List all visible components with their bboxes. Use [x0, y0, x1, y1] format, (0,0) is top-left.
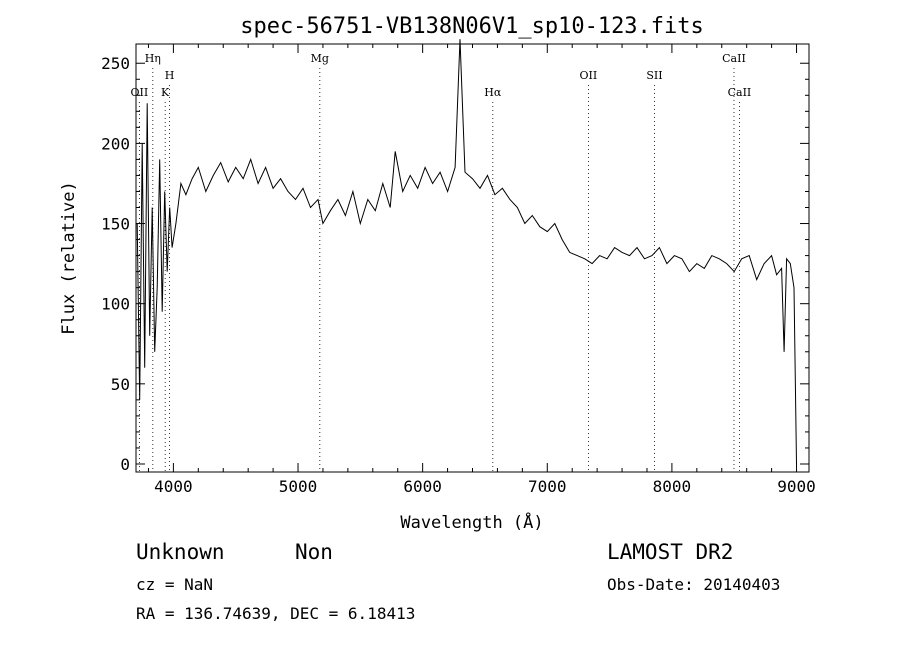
- redshift-text: cz = NaN: [136, 575, 214, 594]
- line-marker-labels: OII Hη HK Mg Hα OII SII CaII CaII: [131, 52, 752, 99]
- x-tick-label: 5000: [279, 477, 318, 496]
- obs-date-text: Obs-Date: 20140403: [607, 575, 781, 594]
- line-marker-label: Mg: [311, 52, 329, 65]
- line-marker-label: Hα: [484, 86, 502, 99]
- x-tick-label: 6000: [403, 477, 442, 496]
- line-marker-label: H: [165, 69, 175, 82]
- object-class: Unknown: [136, 540, 225, 564]
- y-tick-label: 50: [111, 375, 130, 394]
- line-marker-label: SII: [646, 69, 662, 82]
- spectrum-series: [136, 39, 797, 465]
- x-tick-label: 7000: [528, 477, 567, 496]
- line-marker-label: CaII: [728, 86, 752, 99]
- y-axis-ticks: 0 50 100 150 200 250: [101, 54, 809, 474]
- line-marker-label: OII: [131, 86, 149, 99]
- x-axis-ticks: 4000 5000 6000 7000 8000 9000: [147, 44, 816, 496]
- line-marker-label: OII: [580, 69, 598, 82]
- x-tick-label: 4000: [154, 477, 193, 496]
- chart-title: spec-56751-VB138N06V1_sp10-123.fits: [240, 14, 704, 39]
- y-tick-label: 150: [101, 215, 130, 234]
- line-marker-label: CaII: [722, 52, 746, 65]
- line-marker-label: Hη: [145, 52, 161, 65]
- plot-frame: [135, 43, 810, 473]
- x-tick-label: 8000: [653, 477, 692, 496]
- line-markers: [138, 68, 740, 472]
- survey-label: LAMOST DR2: [607, 540, 734, 564]
- y-axis-label: Flux (relative): [59, 181, 79, 335]
- y-tick-label: 100: [101, 295, 130, 314]
- line-marker-label: K: [161, 86, 170, 99]
- x-tick-label: 9000: [777, 477, 816, 496]
- spectrum-line: [136, 39, 797, 465]
- object-subclass: Non: [295, 540, 333, 564]
- x-axis-label: Wavelength (Å): [400, 511, 543, 533]
- y-tick-label: 200: [101, 134, 130, 153]
- coordinates-text: RA = 136.74639, DEC = 6.18413: [136, 604, 416, 623]
- y-tick-label: 250: [101, 54, 130, 73]
- y-tick-label: 0: [120, 455, 130, 474]
